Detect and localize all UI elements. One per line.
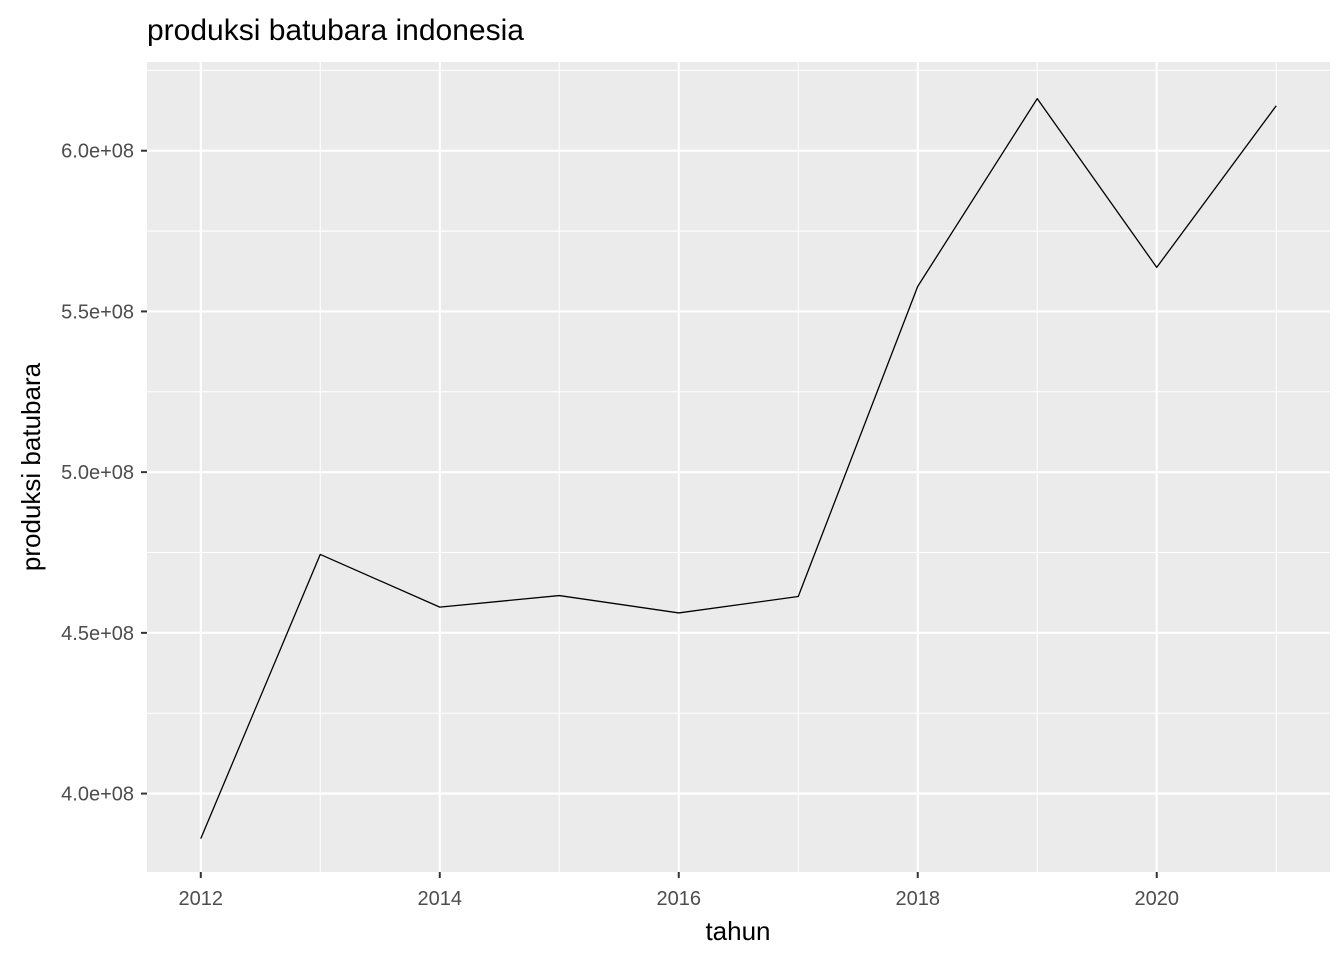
series-group: [200, 97, 1277, 839]
y-tick-label: 6.0e+08: [61, 141, 134, 163]
y-tick-label: 4.5e+08: [61, 623, 134, 645]
series-line: [200, 97, 1277, 839]
x-tick-label: 2018: [895, 888, 940, 910]
chart-title: produksi batubara indonesia: [147, 14, 524, 47]
x-axis: 2012 2014 2016 2018 2020: [179, 872, 1179, 910]
x-tick-label: 2016: [657, 888, 702, 910]
y-tick-label: 5.0e+08: [61, 462, 134, 484]
x-tick-label: 2012: [179, 888, 224, 910]
y-tick-label: 4.0e+08: [61, 784, 134, 806]
x-tick-label: 2020: [1134, 888, 1179, 910]
y-axis-title: produksi batubara: [16, 362, 46, 571]
y-tick-label: 5.5e+08: [61, 301, 134, 323]
minor-grid: [147, 62, 1330, 872]
major-grid: [147, 62, 1330, 872]
x-axis-title: tahun: [705, 916, 770, 946]
x-tick-label: 2014: [418, 888, 463, 910]
plot-panel: [147, 62, 1330, 872]
y-axis: 4.0e+08 4.5e+08 5.0e+08 5.5e+08 6.0e+08: [61, 141, 147, 806]
